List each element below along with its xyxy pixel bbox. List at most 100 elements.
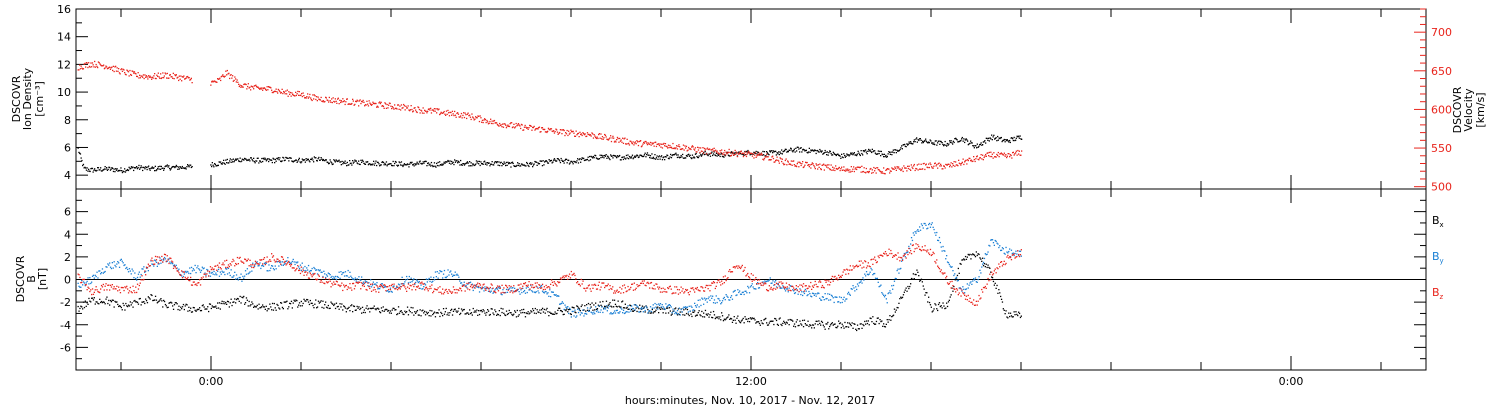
- velocity-point: [241, 85, 242, 86]
- b-point: [176, 268, 177, 269]
- b-point: [129, 305, 130, 306]
- density-point: [639, 156, 640, 157]
- velocity-point: [173, 73, 174, 74]
- b-point: [344, 275, 345, 276]
- b-point: [451, 309, 452, 310]
- velocity-point: [404, 105, 405, 106]
- density-point: [268, 161, 269, 162]
- b-point: [231, 261, 232, 262]
- b-point: [586, 304, 587, 305]
- b-point: [801, 324, 802, 325]
- b-point: [128, 271, 129, 272]
- velocity-point: [723, 152, 724, 153]
- b-point: [565, 310, 566, 311]
- velocity-point: [357, 100, 358, 101]
- density-point: [895, 149, 896, 150]
- b-point: [304, 266, 305, 267]
- velocity-point: [796, 166, 797, 167]
- b-point: [854, 290, 855, 291]
- velocity-point: [339, 100, 340, 101]
- velocity-point: [379, 101, 380, 102]
- density-point: [374, 165, 375, 166]
- velocity-point: [236, 81, 237, 82]
- density-point: [951, 142, 952, 143]
- b-point: [195, 311, 196, 312]
- b-point: [199, 307, 200, 308]
- velocity-point: [507, 125, 508, 126]
- b-point: [627, 305, 628, 306]
- velocity-point: [144, 78, 145, 79]
- b-point: [354, 288, 355, 289]
- b-point: [785, 290, 786, 291]
- b-point: [755, 288, 756, 289]
- velocity-point: [180, 75, 181, 76]
- b-point: [248, 259, 249, 260]
- velocity-point: [891, 171, 892, 172]
- velocity-point: [954, 166, 955, 167]
- b-point: [371, 286, 372, 287]
- velocity-point: [317, 100, 318, 101]
- density-point: [530, 162, 531, 163]
- density-point: [504, 161, 505, 162]
- velocity-point: [629, 144, 630, 145]
- density-point: [116, 170, 117, 171]
- density-point: [954, 142, 955, 143]
- velocity-point: [751, 153, 752, 154]
- b-point: [342, 290, 343, 291]
- density-point: [453, 162, 454, 163]
- b-point: [320, 269, 321, 270]
- top-panel-frame: [76, 9, 1426, 189]
- velocity-point: [682, 148, 683, 149]
- b-point: [707, 315, 708, 316]
- density-point: [883, 156, 884, 157]
- b-point: [536, 313, 537, 314]
- b-point: [443, 308, 444, 309]
- density-point: [252, 160, 253, 161]
- b-point: [793, 326, 794, 327]
- density-point: [501, 165, 502, 166]
- velocity-point: [940, 164, 941, 165]
- velocity-point: [490, 119, 491, 120]
- density-point: [918, 140, 919, 141]
- density-point: [900, 149, 901, 150]
- b-point: [482, 311, 483, 312]
- b-point: [96, 286, 97, 287]
- velocity-point: [315, 95, 316, 96]
- density-point: [513, 163, 514, 164]
- b-point: [876, 321, 877, 322]
- b-point: [99, 292, 100, 293]
- density-point: [806, 150, 807, 151]
- b-point: [180, 275, 181, 276]
- velocity-point: [498, 126, 499, 127]
- b-point: [202, 267, 203, 268]
- density-point: [124, 168, 125, 169]
- b-point: [267, 270, 268, 271]
- b-point: [250, 264, 251, 265]
- density-point: [988, 138, 989, 139]
- density-point: [373, 161, 374, 162]
- density-point: [830, 151, 831, 152]
- velocity-point: [362, 101, 363, 102]
- b-point: [824, 326, 825, 327]
- velocity-point: [290, 92, 291, 93]
- b-point: [675, 307, 676, 308]
- velocity-point: [528, 129, 529, 130]
- b-point: [651, 311, 652, 312]
- b-point: [196, 285, 197, 286]
- density-point: [698, 157, 699, 158]
- density-point: [885, 155, 886, 156]
- density-point: [989, 140, 990, 141]
- velocity-point: [84, 63, 85, 64]
- b-point: [485, 315, 486, 316]
- b-point: [789, 288, 790, 289]
- density-point: [660, 159, 661, 160]
- b-point: [134, 272, 135, 273]
- b-point: [311, 274, 312, 275]
- b-point: [693, 309, 694, 310]
- b-point: [932, 222, 933, 223]
- b-point: [998, 289, 999, 290]
- velocity-point: [818, 164, 819, 165]
- velocity-tick-label: 500: [1431, 181, 1452, 194]
- b-point: [1009, 316, 1010, 317]
- velocity-point: [519, 125, 520, 126]
